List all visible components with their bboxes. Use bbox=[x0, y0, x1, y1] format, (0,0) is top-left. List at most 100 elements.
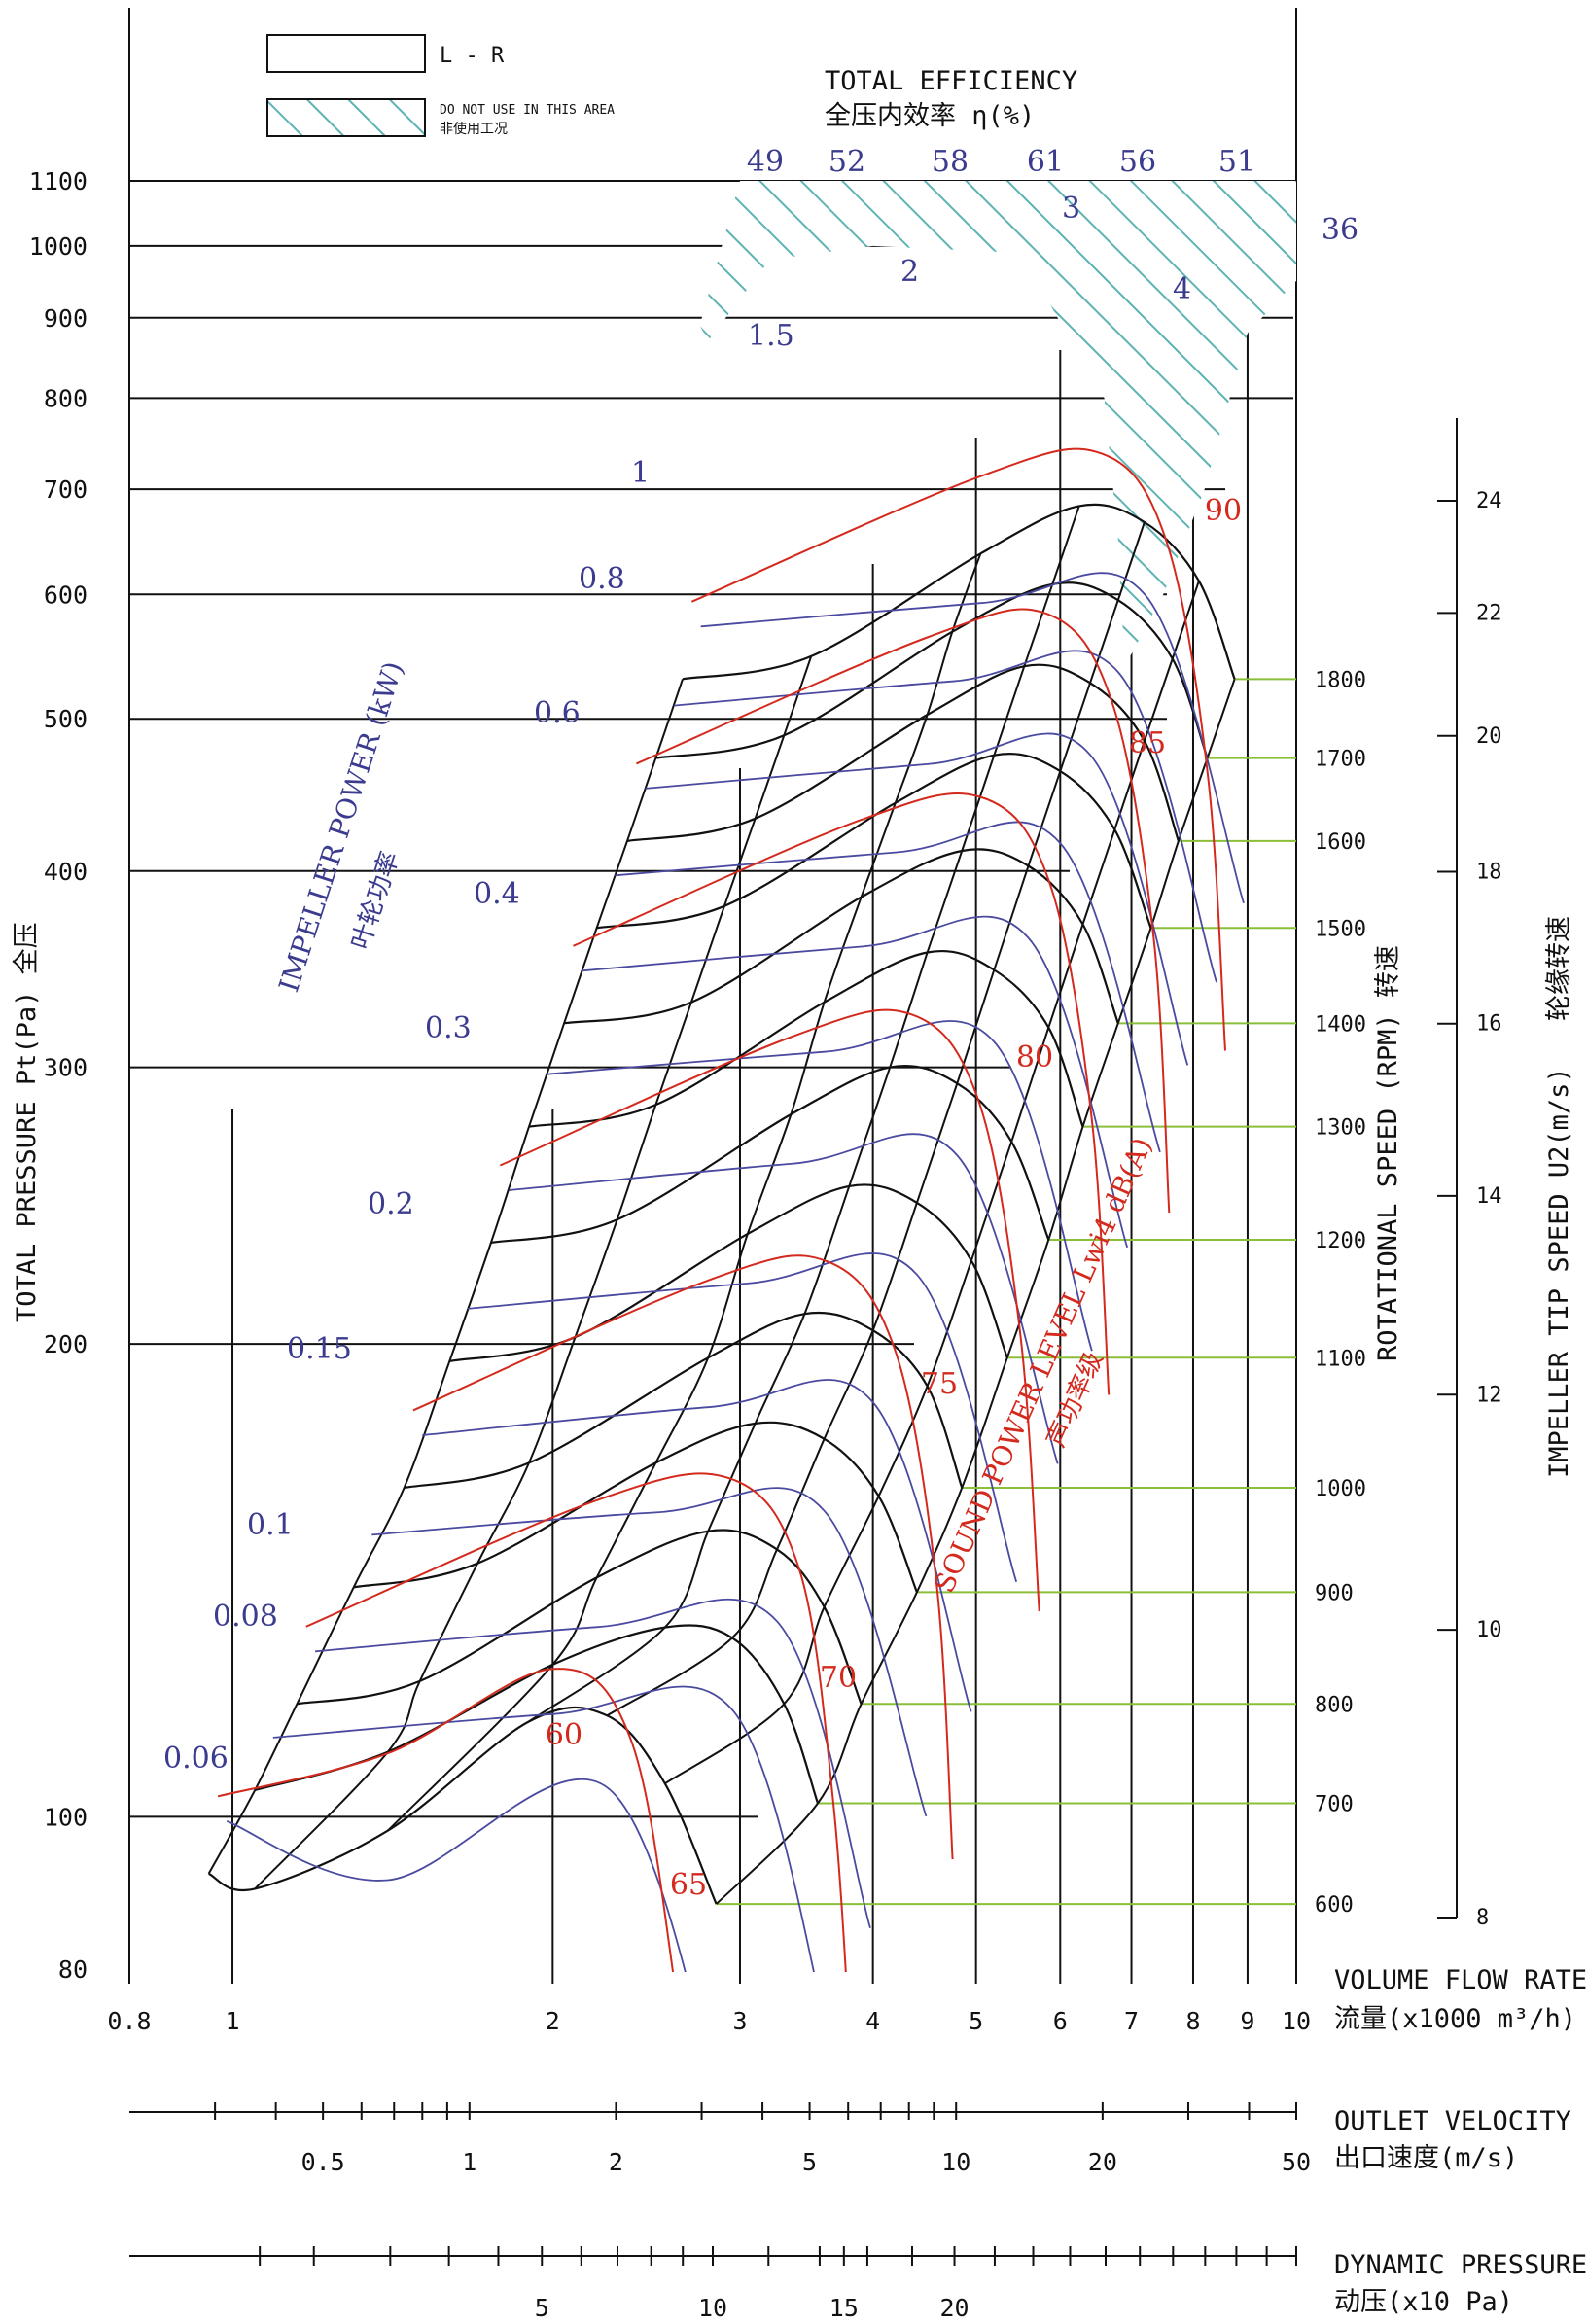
power-line bbox=[315, 1598, 871, 1929]
y-axis-title: TOTAL PRESSURE Pt(Pa) 全压 bbox=[12, 922, 42, 1322]
outlet-velocity-tick-label: 1 bbox=[462, 2148, 476, 2176]
power-line bbox=[226, 1778, 687, 1972]
tip-speed-axis-title: IMPELLER TIP SPEED U2(m/s) bbox=[1544, 1067, 1574, 1478]
tip-speed-tick-label: 20 bbox=[1476, 724, 1502, 749]
outlet-velocity-tick-label: 5 bbox=[802, 2148, 817, 2176]
sound-label: 70 bbox=[820, 1661, 857, 1695]
power-line bbox=[700, 572, 1245, 904]
sound-line bbox=[217, 1668, 675, 1972]
y-tick-label: 400 bbox=[44, 858, 88, 886]
sound-label: 60 bbox=[546, 1718, 582, 1752]
outlet-velocity-unit: 出口速度(m/s) bbox=[1334, 2143, 1518, 2173]
x-tick-label: 3 bbox=[732, 2007, 747, 2035]
sound-label: 85 bbox=[1129, 726, 1166, 760]
speed-curve-800 bbox=[297, 1529, 863, 1706]
power-label: 3 bbox=[1062, 192, 1080, 226]
power-label: 2 bbox=[900, 255, 919, 289]
tip-speed-tick-label: 14 bbox=[1476, 1184, 1502, 1209]
outlet-velocity-tick-label: 20 bbox=[1088, 2148, 1117, 2176]
power-line bbox=[467, 1252, 1018, 1583]
curve-layer bbox=[207, 447, 1245, 1972]
speed-curve-1200 bbox=[490, 1064, 1050, 1245]
power-label: 0.06 bbox=[163, 1742, 229, 1776]
x-tick-label: 7 bbox=[1124, 2007, 1139, 2035]
tip-speed-axis-title-cn: 轮缘转速 bbox=[1544, 916, 1574, 1021]
efficiency-label: 58 bbox=[932, 145, 969, 179]
legend-no-use-label: DO NOT USE IN THIS AREA bbox=[440, 103, 615, 118]
power-label: 0.08 bbox=[213, 1600, 278, 1634]
tip-speed-tick-label: 18 bbox=[1476, 861, 1502, 885]
outlet-velocity-title: OUTLET VELOCITY bbox=[1334, 2106, 1571, 2136]
dynamic-pressure-tick-label: 15 bbox=[829, 2294, 859, 2322]
rpm-tick-label: 700 bbox=[1315, 1793, 1354, 1817]
power-title: IMPELLER POWER (kW) bbox=[272, 657, 409, 996]
efficiency-label: 51 bbox=[1218, 145, 1255, 179]
speed-curve-600 bbox=[208, 1706, 718, 1905]
efficiency-label: 56 bbox=[1119, 145, 1156, 179]
efficiency-line bbox=[207, 678, 684, 1875]
no-use-area bbox=[699, 181, 1296, 667]
flow-axis-unit: 流量(x1000 m³/h) bbox=[1334, 2004, 1576, 2034]
dynamic-pressure-title: DYNAMIC PRESSURE bbox=[1334, 2250, 1587, 2280]
outlet-velocity-tick-label: 50 bbox=[1282, 2148, 1311, 2176]
power-line bbox=[673, 650, 1217, 983]
y-tick-label: 200 bbox=[44, 1330, 88, 1358]
dynamic-pressure-tick-label: 10 bbox=[698, 2294, 727, 2322]
power-line bbox=[509, 1133, 1059, 1464]
sound-line bbox=[636, 608, 1171, 1214]
sound-title: SOUND POWER LEVEL Lwi4 dB(A) bbox=[928, 1133, 1158, 1598]
rpm-tick-label: 1700 bbox=[1315, 748, 1366, 772]
legend-line-swatch bbox=[266, 34, 426, 73]
flow-axis-title: VOLUME FLOW RATE bbox=[1334, 1965, 1587, 1995]
rpm-axis-title: ROTATIONAL SPEED (RPM) 转速 bbox=[1373, 945, 1403, 1361]
y-tick-label: 1100 bbox=[29, 167, 88, 195]
power-label: 0.2 bbox=[368, 1187, 414, 1221]
sound-line bbox=[305, 1472, 847, 1972]
power-title-cn: 叶轮功率 bbox=[346, 848, 406, 953]
power-line bbox=[371, 1487, 928, 1817]
outlet-velocity-tick-label: 2 bbox=[609, 2148, 623, 2176]
x-tick-label: 2 bbox=[546, 2007, 560, 2035]
y-tick-label: 300 bbox=[44, 1054, 88, 1082]
rpm-tick-label: 1300 bbox=[1315, 1116, 1366, 1141]
dynamic-pressure-tick-label: 5 bbox=[535, 2294, 549, 2322]
efficiency-title-cn: 全压内效率 η(%) bbox=[825, 101, 1035, 131]
power-label: 0.15 bbox=[287, 1332, 352, 1366]
rpm-tick-label: 1400 bbox=[1315, 1012, 1366, 1037]
speed-curve-1000 bbox=[404, 1311, 964, 1490]
tip-speed-tick-label: 16 bbox=[1476, 1012, 1502, 1037]
power-line bbox=[422, 1379, 972, 1712]
sound-label: 65 bbox=[670, 1868, 707, 1902]
sound-line bbox=[691, 447, 1226, 1051]
rpm-tick-label: 1600 bbox=[1315, 830, 1366, 855]
power-line bbox=[615, 821, 1161, 1153]
rpm-tick-label: 900 bbox=[1315, 1581, 1354, 1605]
dynamic-pressure-tick-label: 20 bbox=[939, 2294, 969, 2322]
efficiency-line bbox=[528, 506, 1080, 1723]
sound-line bbox=[412, 1254, 954, 1860]
efficiency-line bbox=[715, 678, 1236, 1905]
tip-speed-tick-label: 22 bbox=[1476, 601, 1502, 625]
speed-curve-700 bbox=[254, 1624, 820, 1804]
efficiency-title: TOTAL EFFICIENCY bbox=[825, 66, 1077, 96]
legend-no-use-label-cn: 非使用工况 bbox=[440, 121, 508, 137]
tip-speed-tick-label: 8 bbox=[1476, 1906, 1489, 1930]
x-tick-label: 4 bbox=[865, 2007, 880, 2035]
tip-speed-ticks: 8 10 12 14 16 18 20 22 24 bbox=[1437, 489, 1502, 1930]
efficiency-label: 61 bbox=[1027, 145, 1064, 179]
power-label: 1 bbox=[631, 456, 650, 490]
speed-curve-1300 bbox=[528, 949, 1084, 1128]
x-tick-label: 0.8 bbox=[107, 2007, 151, 2035]
rpm-tick-label: 1200 bbox=[1315, 1229, 1366, 1253]
efficiency-label: 52 bbox=[829, 145, 865, 179]
y-tick-label: 100 bbox=[44, 1803, 88, 1831]
sound-label: 75 bbox=[921, 1367, 958, 1401]
power-label: 1.5 bbox=[748, 319, 794, 353]
tip-speed-tick-label: 24 bbox=[1476, 489, 1502, 513]
label-layer: 80 100 200 300 400 500 600 700 800 900 1000 1100 0.8… bbox=[29, 145, 1366, 2035]
y-tick-label: 600 bbox=[44, 581, 88, 609]
grid-layer bbox=[128, 180, 1297, 1984]
sound-line bbox=[573, 792, 1111, 1395]
x-tick-label: 6 bbox=[1053, 2007, 1068, 2035]
rpm-tick-label: 1100 bbox=[1315, 1347, 1366, 1371]
